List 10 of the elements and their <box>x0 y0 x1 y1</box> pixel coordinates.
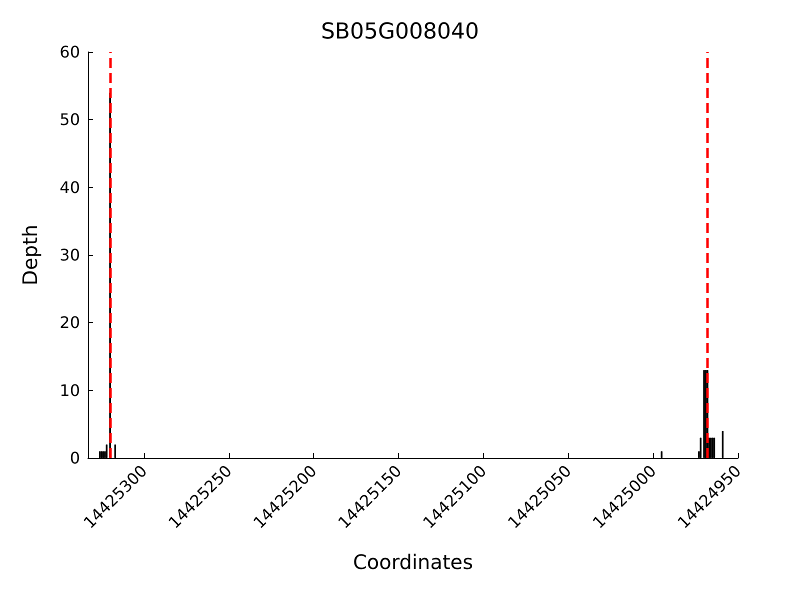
y-tick-label: 60 <box>60 42 80 62</box>
y-tick-label: 20 <box>60 313 80 332</box>
y-tick-label: 0 <box>70 448 80 468</box>
y-tick-label: 30 <box>60 246 80 264</box>
y-tick-label: 10 <box>60 380 80 400</box>
y-axis-title: Depth <box>18 224 42 286</box>
y-tick-label: 40 <box>60 178 80 197</box>
chart-title: SB05G008040 <box>320 20 480 44</box>
x-axis-title: Coordinates <box>352 550 474 574</box>
y-tick-label: 50 <box>60 110 80 130</box>
